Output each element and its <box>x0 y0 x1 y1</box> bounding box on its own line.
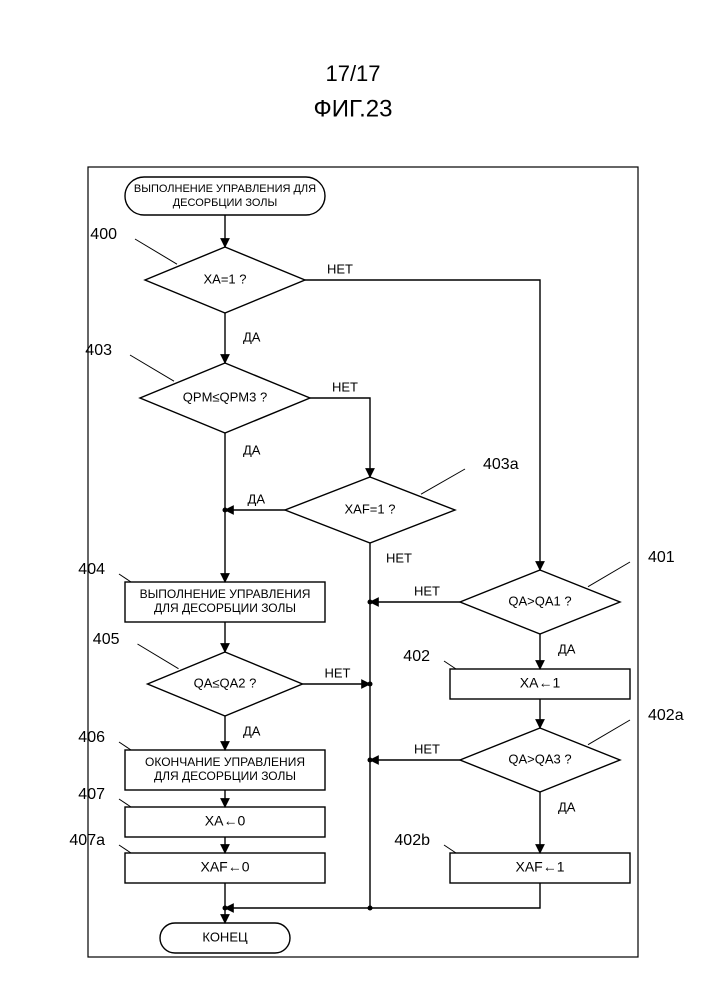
svg-text:ДЕСОРБЦИИ ЗОЛЫ: ДЕСОРБЦИИ ЗОЛЫ <box>173 197 278 209</box>
svg-text:ДА: ДА <box>558 799 576 814</box>
svg-text:ДА: ДА <box>243 442 261 457</box>
svg-text:ФИГ.23: ФИГ.23 <box>314 95 393 122</box>
svg-text:403a: 403a <box>483 456 519 473</box>
svg-text:НЕТ: НЕТ <box>414 741 440 756</box>
svg-text:400: 400 <box>90 226 117 243</box>
svg-text:407: 407 <box>78 786 105 803</box>
svg-text:НЕТ: НЕТ <box>327 261 353 276</box>
svg-text:НЕТ: НЕТ <box>325 665 351 680</box>
svg-text:ДА: ДА <box>243 723 261 738</box>
svg-text:402a: 402a <box>648 707 684 724</box>
svg-text:401: 401 <box>648 549 675 566</box>
svg-text:НЕТ: НЕТ <box>386 550 412 565</box>
svg-text:XA←0: XA←0 <box>205 813 246 829</box>
svg-text:402b: 402b <box>394 832 430 849</box>
svg-text:QPM≤QPM3 ?: QPM≤QPM3 ? <box>183 389 267 404</box>
svg-text:ДА: ДА <box>248 491 266 506</box>
svg-text:КОНЕЦ: КОНЕЦ <box>202 929 248 944</box>
svg-text:ДА: ДА <box>558 641 576 656</box>
svg-text:17/17: 17/17 <box>325 61 380 86</box>
svg-text:QA≤QA2 ?: QA≤QA2 ? <box>194 675 257 690</box>
svg-text:XAF←1: XAF←1 <box>515 859 564 875</box>
svg-text:QA>QA3 ?: QA>QA3 ? <box>508 751 571 766</box>
svg-text:ВЫПОЛНЕНИЕ УПРАВЛЕНИЯ ДЛЯ: ВЫПОЛНЕНИЕ УПРАВЛЕНИЯ ДЛЯ <box>134 183 316 195</box>
svg-text:XAF=1 ?: XAF=1 ? <box>345 501 396 516</box>
svg-text:406: 406 <box>78 729 105 746</box>
svg-text:405: 405 <box>93 631 120 648</box>
svg-text:403: 403 <box>85 342 112 359</box>
svg-text:НЕТ: НЕТ <box>414 583 440 598</box>
svg-text:XA←1: XA←1 <box>520 675 561 691</box>
svg-text:НЕТ: НЕТ <box>332 379 358 394</box>
svg-text:ВЫПОЛНЕНИЕ УПРАВЛЕНИЯ: ВЫПОЛНЕНИЕ УПРАВЛЕНИЯ <box>140 587 311 601</box>
svg-text:XAF←0: XAF←0 <box>200 859 249 875</box>
svg-text:QA>QA1 ?: QA>QA1 ? <box>508 593 571 608</box>
svg-text:404: 404 <box>78 561 105 578</box>
svg-text:407a: 407a <box>69 832 105 849</box>
svg-text:XA=1 ?: XA=1 ? <box>203 271 246 286</box>
svg-text:ОКОНЧАНИЕ УПРАВЛЕНИЯ: ОКОНЧАНИЕ УПРАВЛЕНИЯ <box>145 755 305 769</box>
svg-text:ДЛЯ ДЕСОРБЦИИ ЗОЛЫ: ДЛЯ ДЕСОРБЦИИ ЗОЛЫ <box>154 769 296 783</box>
svg-text:ДЛЯ ДЕСОРБЦИИ ЗОЛЫ: ДЛЯ ДЕСОРБЦИИ ЗОЛЫ <box>154 601 296 615</box>
svg-text:402: 402 <box>403 648 430 665</box>
svg-text:ДА: ДА <box>243 329 261 344</box>
